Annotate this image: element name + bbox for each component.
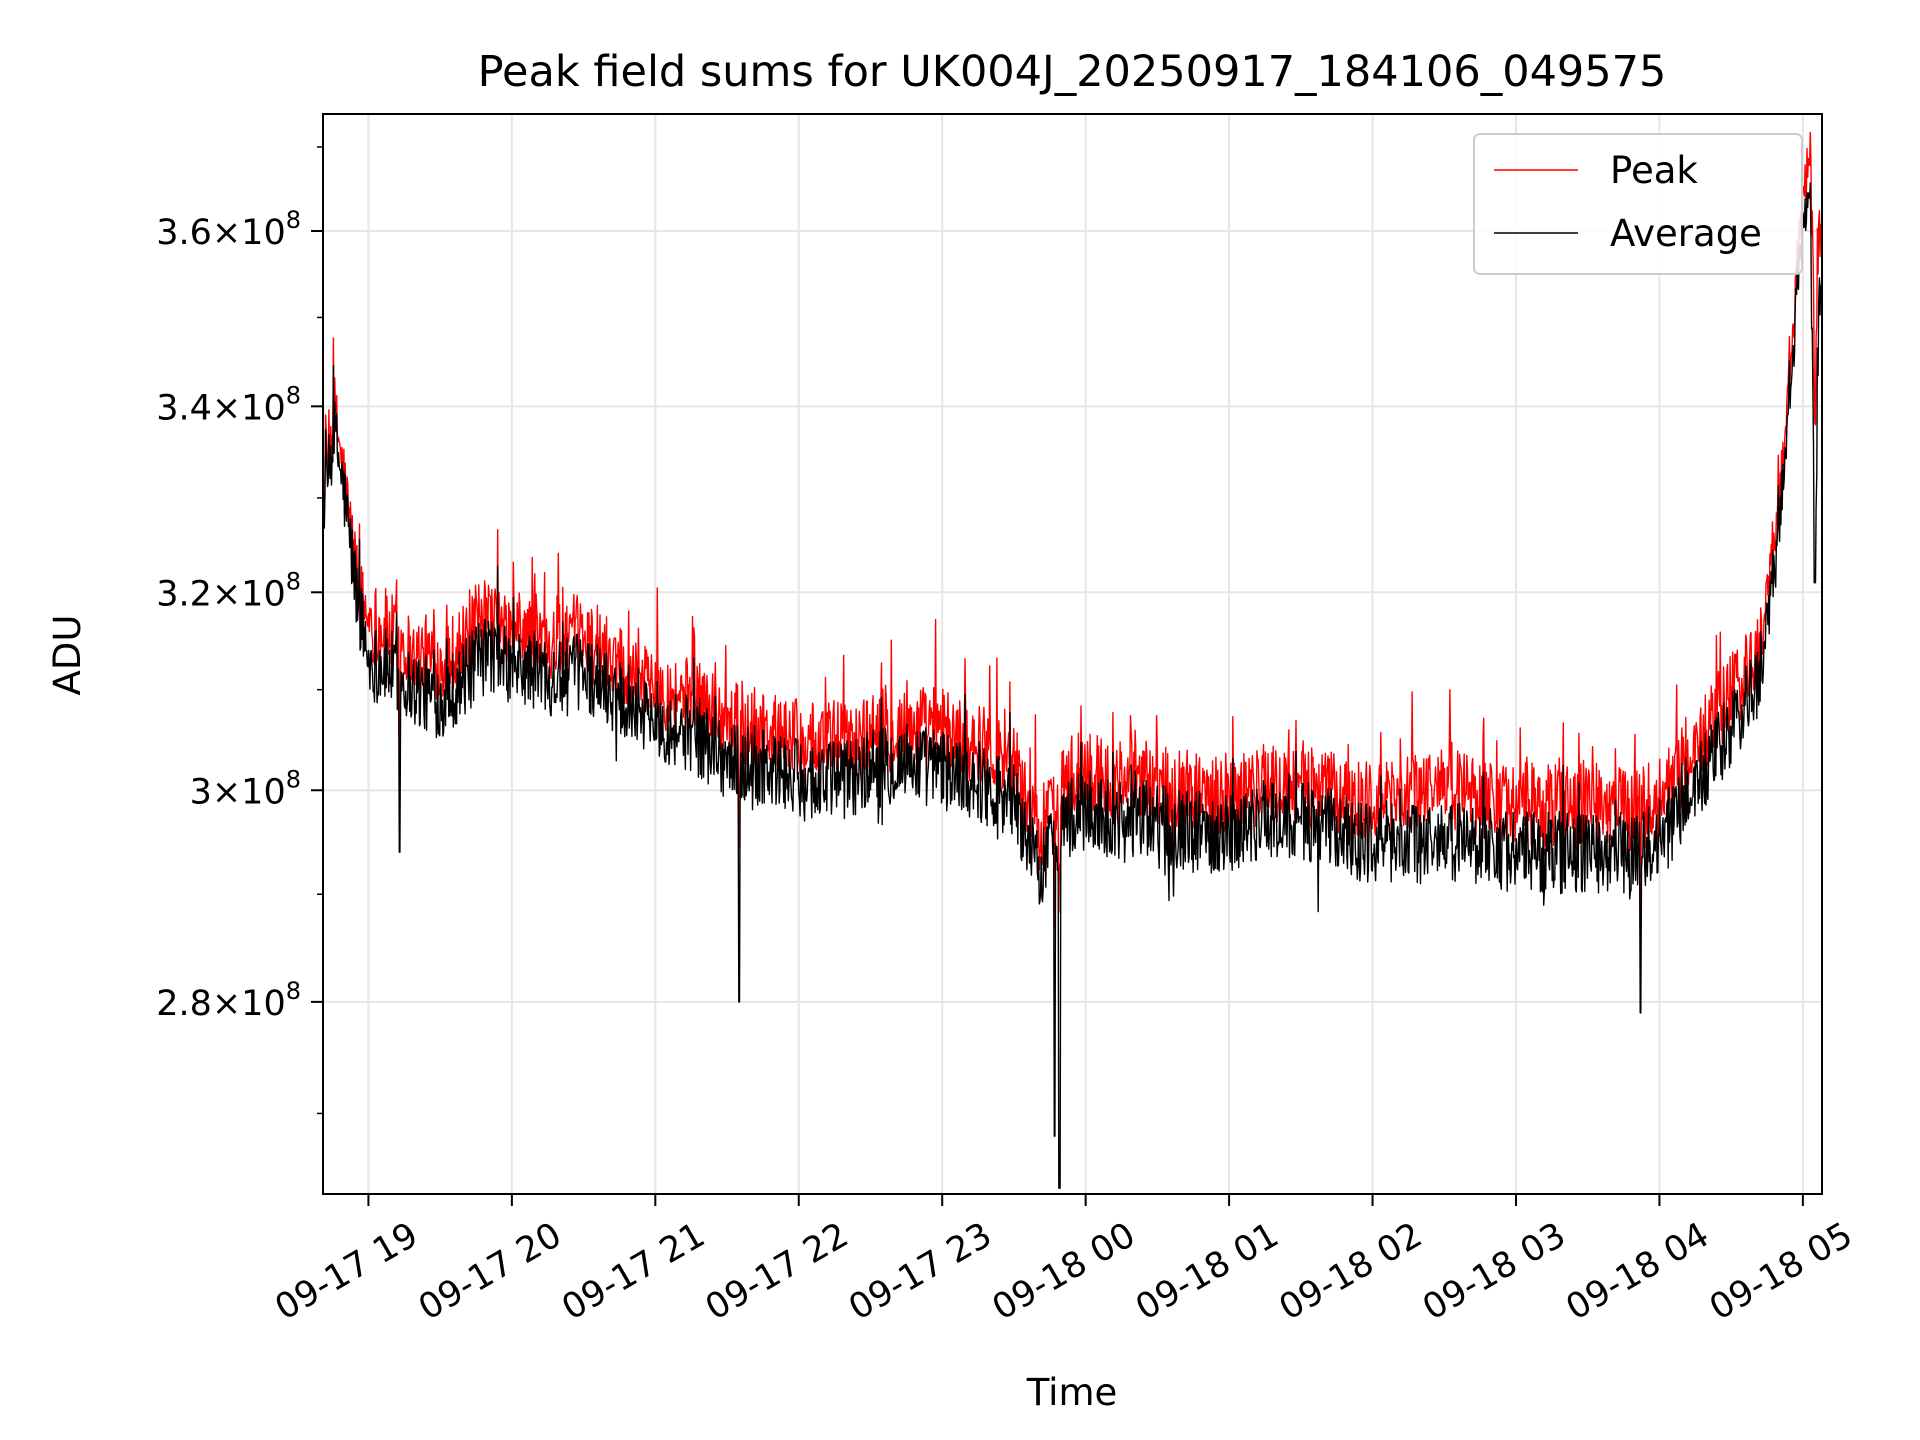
legend-average-label: Average [1610,212,1762,255]
y-tick-label: 2.8×108 [156,977,301,1024]
legend-box [1473,133,1803,275]
legend: Peak Average [1473,133,1803,275]
y-tick-label: 3×108 [190,765,301,812]
x-axis-label: Time [1026,1371,1118,1414]
grid-layer [323,114,1822,1194]
y-axis-label: ADU [46,615,89,696]
y-tick-label: 3.4×108 [156,381,301,428]
y-tick-label: 3.6×108 [156,206,301,253]
series-average-line [323,182,1822,1189]
chart-title: Peak field sums for UK004J_20250917_1841… [478,47,1667,97]
plot-frame [322,113,1823,1195]
y-tick-label: 3.2×108 [156,567,301,614]
data-layer [323,131,1822,1189]
legend-peak-label: Peak [1610,149,1698,192]
